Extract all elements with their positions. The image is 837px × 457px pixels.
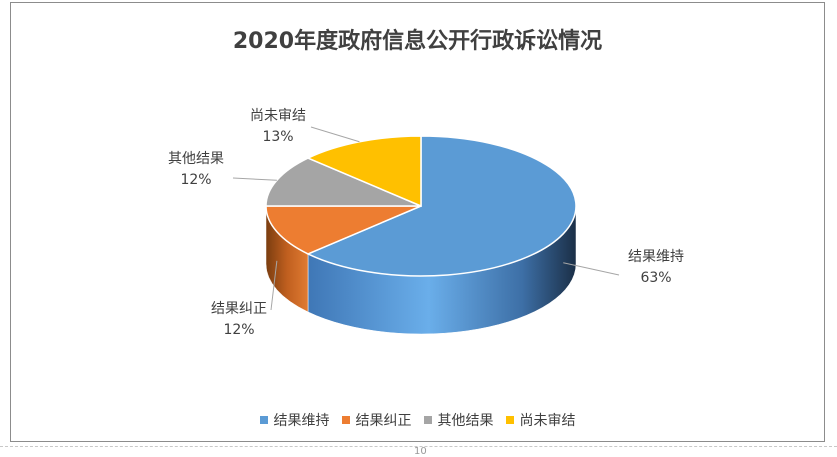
- data-label-category: 结果维持: [628, 249, 684, 265]
- data-labels: 结果维持 63% 结果纠正 12% 其他结果 12% 尚未审结 13%: [168, 108, 684, 338]
- data-label-percent: 12%: [180, 172, 211, 188]
- page-number: 10: [414, 446, 427, 457]
- legend-item-pending: 尚未审结: [505, 410, 576, 430]
- legend-label: 其他结果: [437, 413, 494, 429]
- chart-area: 2020年度政府信息公开行政诉讼情况: [10, 2, 825, 442]
- pie-chart: 结果维持 63% 结果纠正 12% 其他结果 12% 尚未审结 13%: [168, 108, 684, 338]
- data-label-category: 尚未审结: [250, 108, 306, 124]
- legend-label: 结果维持: [273, 413, 330, 429]
- slice-other: [265, 157, 422, 207]
- slice-maintained: [306, 135, 577, 277]
- slice-corrected: [265, 205, 422, 255]
- leader-line: [232, 177, 277, 181]
- data-label-percent: 13%: [262, 129, 293, 145]
- legend-label: 尚未审结: [519, 413, 576, 429]
- chart-title: 2020年度政府信息公开行政诉讼情况: [232, 29, 603, 54]
- chart-legend: 结果维持 结果纠正 其他结果 尚未审结: [11, 410, 824, 430]
- data-label-category: 结果纠正: [211, 301, 267, 317]
- leader-line: [310, 126, 360, 143]
- data-label-percent: 12%: [223, 322, 254, 338]
- leader-line: [270, 260, 278, 311]
- legend-item-maintained: 结果维持: [259, 410, 330, 430]
- legend-item-other: 其他结果: [423, 410, 494, 430]
- legend-swatch: [341, 416, 350, 424]
- leader-lines: [232, 126, 620, 311]
- slice-pending: [306, 135, 422, 208]
- legend-label: 结果纠正: [355, 413, 412, 429]
- legend-item-corrected: 结果纠正: [341, 410, 412, 430]
- pie-tops: [265, 135, 577, 277]
- data-label-category: 其他结果: [168, 151, 224, 167]
- leader-line: [563, 262, 620, 276]
- page-edge: [0, 446, 837, 455]
- legend-swatch: [423, 416, 432, 424]
- data-label-percent: 63%: [640, 270, 671, 286]
- legend-swatch: [259, 416, 268, 424]
- legend-swatch: [505, 416, 514, 424]
